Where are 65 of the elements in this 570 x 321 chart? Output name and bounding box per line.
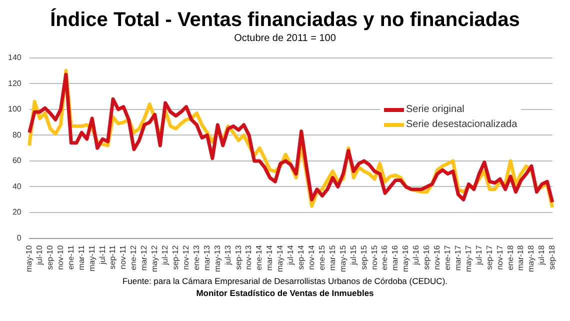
x-tick-label: sep-13 [234,244,243,270]
legend-label: Serie original [406,104,464,115]
x-tick-label: mar-17 [453,244,462,271]
text: Monitor Estadístico de Ventas de Inmuebles [195,287,375,299]
x-tick-label: nov-17 [495,244,504,270]
x-tick-label: may-13 [212,244,222,272]
x-tick-label: nov-13 [244,244,254,270]
x-tick-label: mar-11 [76,244,86,270]
x-tick-label: nov-16 [432,244,442,270]
x-tick-label: mar-16 [390,244,400,271]
x-tick-label: jul-15 [348,244,358,266]
x-tick-label: sep-11 [108,244,118,270]
x-tick-label: mar-14 [265,244,274,271]
x-tick-label: jul-11 [98,244,107,266]
y-tick-label: 0 [16,234,22,243]
x-tick-label: ene-14 [254,244,264,270]
x-tick-label: ene-16 [380,244,390,270]
x-tick-label: may-15 [338,244,348,272]
x-tick-label: may-18 [526,244,536,272]
x-tick-label: nov-12 [181,244,190,270]
x-tick-label: jul-13 [223,244,232,266]
x-tick-label: jul-10 [35,244,44,266]
x-tick-label: may-11 [87,244,96,272]
y-tick-label: 140 [8,53,22,62]
x-tick-label: sep-10 [45,244,54,270]
x-tick-label: sep-12 [171,244,180,270]
x-tick-label: ene-17 [442,244,452,270]
x-tick-label: may-14 [276,244,285,272]
x-tick-label: jul-12 [160,244,170,266]
x-tick-label: may-17 [464,244,473,272]
legend-label: Serie desestacionalizada [406,119,518,130]
x-tick-label: nov-15 [370,244,379,270]
x-tick-label: nov-10 [56,244,65,270]
x-tick-label: ene-13 [192,244,201,270]
chart-subtitle: Octubre de 2011 = 100 [233,32,337,45]
x-tick-label: may-12 [150,244,160,272]
y-tick-label: 120 [8,78,22,88]
y-tick-label: 60 [12,156,22,166]
x-tick-label: sep-14 [296,244,306,270]
y-tick-label: 100 [8,104,22,114]
x-tick-label: jul-18 [537,244,546,266]
x-tick-label: sep-17 [484,244,494,270]
y-tick-label: 20 [12,208,22,217]
x-tick-label: sep-18 [548,244,557,270]
x-tick-label: jul-14 [286,244,296,266]
x-tick-label: ene-12 [129,244,138,270]
y-tick-label: 80 [12,130,22,140]
chart-title: Índice Total - Ventas financiadas y no financiadas [49,8,521,32]
x-tick-label: ene-11 [66,244,76,270]
x-tick-label: may-16 [401,244,410,272]
x-tick-label: mar-18 [516,244,526,271]
x-tick-label: ene-15 [317,244,326,270]
source-note: Fuente: para la Cámara Empresarial de Desarrollistas Urbanos de Córdoba (CEDUC). [121,275,449,287]
x-tick-label: nov-11 [118,244,128,270]
x-tick-label: mar-13 [202,244,212,271]
y-tick-label: 40 [12,182,22,191]
x-tick-label: mar-15 [328,244,337,271]
x-tick-label: mar-12 [140,244,149,271]
x-tick-label: jul-16 [412,244,421,266]
x-tick-label: nov-14 [307,244,316,270]
x-tick-label: sep-16 [422,244,432,270]
x-tick-label: jul-17 [474,244,484,266]
x-tick-label: sep-15 [359,244,368,270]
x-tick-label: may-10 [24,244,34,272]
x-tick-label: ene-18 [506,244,515,270]
